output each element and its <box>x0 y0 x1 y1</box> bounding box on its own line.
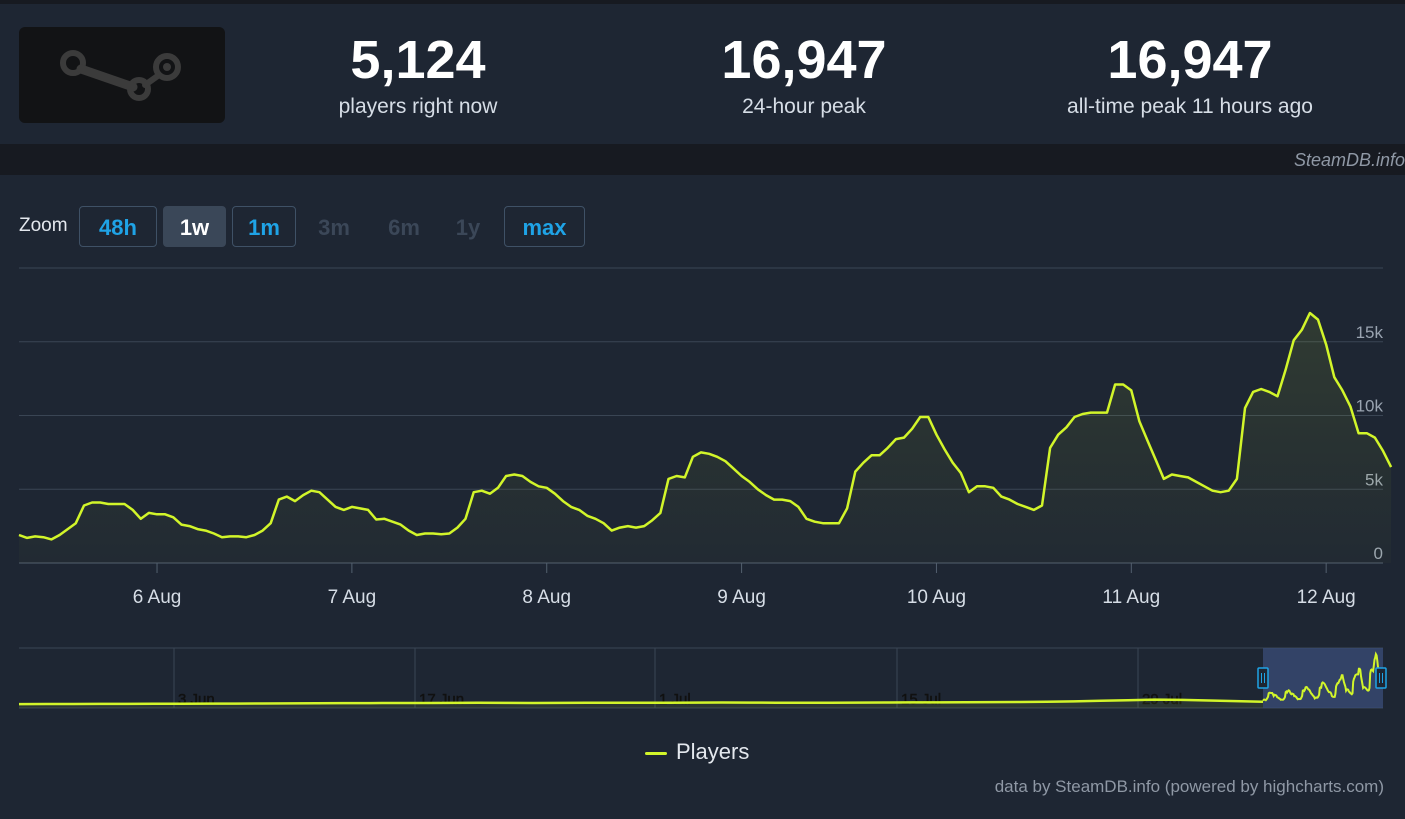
steam-logo-icon <box>60 50 181 101</box>
highcharts-credit[interactable]: data by SteamDB.info (powered by highcha… <box>994 777 1384 796</box>
legend-label: Players <box>676 739 750 764</box>
players-line <box>18 311 1393 541</box>
navigator-handle-right[interactable] <box>1375 667 1387 689</box>
y-tick-label: 10k <box>1356 397 1384 416</box>
zoom-button-48h[interactable]: 48h <box>79 206 157 247</box>
navigator-handle-left[interactable] <box>1257 667 1269 689</box>
x-axis: 6 Aug 7 Aug 8 Aug 9 Aug 10 Aug 11 Aug 12 Aug <box>133 563 1356 608</box>
zoom-button-1m[interactable]: 1m <box>232 206 296 247</box>
stats-header: 5,124 players right now 16,947 24-hour p… <box>0 4 1405 144</box>
all-time-peak-stat: 16,947 all-time peak 11 hours ago <box>1040 30 1340 120</box>
current-players-stat: 5,124 players right now <box>318 30 518 120</box>
zoom-button-6m: 6m <box>388 215 420 240</box>
zoom-label: Zoom <box>19 215 68 236</box>
players-area <box>19 313 1392 563</box>
chart-panel: Zoom 48h 1w 1m 3m 6m 1y max 6 Aug 7 Aug 8 … <box>0 175 1405 819</box>
navigator-tick-label: 15 Jul <box>901 691 941 708</box>
x-tick-label: 12 Aug <box>1297 587 1356 608</box>
legend-line-icon <box>645 752 667 755</box>
x-tick-label: 11 Aug <box>1102 587 1160 608</box>
zoom-button-1y: 1y <box>455 215 481 240</box>
x-tick-label: 8 Aug <box>522 587 571 608</box>
navigator-selected-line <box>1262 651 1384 702</box>
daily-peak-stat: 16,947 24-hour peak <box>694 30 914 120</box>
zoom-button-3m: 3m <box>318 215 350 240</box>
navigator-line <box>18 698 1264 706</box>
navigator-selection[interactable] <box>1263 648 1383 708</box>
navigator[interactable]: 3 Jun 17 Jun 1 Jul 15 Jul 29 Jul <box>18 647 1387 709</box>
x-tick-label: 10 Aug <box>907 587 966 608</box>
zoom-button-max[interactable]: max <box>504 206 585 247</box>
y-tick-label: 15k <box>1356 323 1384 342</box>
all-time-peak-label: all-time peak 11 hours ago <box>1067 95 1313 118</box>
daily-peak-label: 24-hour peak <box>742 95 866 118</box>
steamdb-credit-top[interactable]: SteamDB.info <box>1293 150 1405 170</box>
x-tick-label: 6 Aug <box>133 587 182 608</box>
zoom-button-1w[interactable]: 1w <box>163 206 226 247</box>
players-series <box>18 311 1393 563</box>
x-tick-label: 9 Aug <box>717 587 766 608</box>
game-logo[interactable] <box>19 27 225 123</box>
all-time-peak-value: 16,947 <box>1107 30 1273 90</box>
daily-peak-value: 16,947 <box>721 30 887 90</box>
current-players-value: 5,124 <box>350 30 486 90</box>
current-players-label: players right now <box>338 95 498 118</box>
x-tick-label: 7 Aug <box>328 587 377 608</box>
